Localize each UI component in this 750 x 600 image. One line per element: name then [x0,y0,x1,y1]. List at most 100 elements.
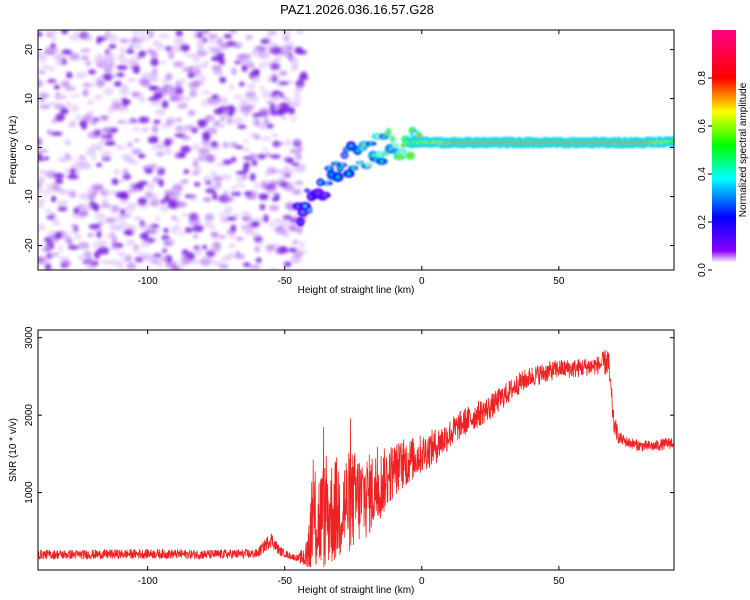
signal-blob-core [325,182,329,185]
noise-blob [146,164,156,170]
noise-blob [115,72,125,78]
spectrogram-x-tick-label: -100 [138,276,158,287]
noise-blob [287,220,299,225]
signal-blob-core [399,150,404,153]
noise-blob [287,41,295,48]
noise-blob [152,253,163,258]
noise-blob [116,251,127,257]
noise-blob [155,151,165,157]
noise-blob [243,162,251,168]
noise-blob [164,194,171,202]
noise-blob [96,221,105,225]
noise-blob [47,101,58,106]
noise-blob [280,115,287,121]
signal-blob-core [369,142,373,145]
noise-blob [155,215,161,222]
noise-blob [241,147,251,152]
noise-blob [243,112,251,117]
noise-blob [40,244,51,253]
noise-blob [38,148,49,153]
noise-blob [142,126,150,132]
noise-blob [150,50,159,59]
signal-blob-core [358,161,362,164]
noise-blob [132,30,139,37]
colorbar-tick-label: 0.4 [697,167,708,181]
noise-blob [150,224,160,229]
noise-blob [264,61,270,68]
noise-blob [138,78,150,85]
noise-blob [97,115,109,122]
noise-blob [132,126,140,132]
signal-blob-core [413,132,417,136]
noise-blob [233,41,243,49]
noise-blob [271,196,279,202]
noise-blob [81,203,92,211]
noise-blob [264,169,271,177]
noise-blob [216,37,224,46]
noise-blob [261,90,273,99]
noise-blob [168,51,175,60]
signal-blob-core [367,163,371,166]
noise-blob [164,146,172,156]
noise-blob [209,48,221,56]
noise-blob [230,192,241,196]
noise-blob [127,142,133,148]
noise-blob [164,189,173,196]
noise-blob [289,148,301,154]
noise-blob [38,256,47,264]
noise-blob [217,235,227,239]
noise-blob [60,80,71,88]
noise-blob [78,162,90,170]
noise-blob [219,115,226,122]
noise-blob [126,158,136,164]
colorbar-ticks: 0.0 0.2 0.4 0.6 0.8 [697,71,712,277]
spectrogram-x-axis-title: Height of straight line (km) [298,285,415,296]
noise-blob [229,141,238,148]
noise-blob [151,124,159,134]
noise-blob [281,30,292,37]
noise-blob [114,144,127,150]
noise-blob [62,259,72,268]
snr-series-line [38,349,674,568]
noise-blob [161,100,169,109]
noise-blob [212,175,223,183]
noise-blob [137,180,149,186]
noise-blob [46,230,56,238]
noise-blob [197,50,208,57]
noise-blob [100,259,113,265]
noise-blob [277,246,289,254]
colorbar-gradient [712,30,736,270]
noise-blob [171,184,183,193]
noise-blob [78,192,91,201]
noise-blob [272,94,281,102]
noise-blob [180,179,189,185]
noise-blob [203,221,212,228]
noise-blob [122,168,129,176]
noise-blob [159,257,168,263]
signal-blob-core [417,134,421,138]
spectrogram-frame [37,29,675,271]
noise-blob [193,181,201,187]
noise-blob [60,30,69,35]
noise-blob [159,203,170,213]
noise-blob [158,178,164,188]
noise-blob [120,258,128,263]
noise-blob [101,197,109,206]
noise-blob [38,79,44,88]
noise-blob [256,217,265,223]
noise-blob [230,224,237,232]
noise-blob [96,36,102,45]
noise-blob [273,56,283,62]
noise-blob [85,264,97,270]
noise-blob [234,183,246,188]
noise-blob [75,71,87,79]
noise-blob [230,156,237,163]
noise-blob [140,240,147,249]
noise-blob [295,165,306,174]
colorbar-tick-label: 0.0 [697,263,708,277]
noise-blob [205,180,212,185]
signal-blob-core [301,211,305,214]
noise-blob [154,108,166,117]
noise-blob [249,173,256,182]
noise-blob [118,46,126,53]
